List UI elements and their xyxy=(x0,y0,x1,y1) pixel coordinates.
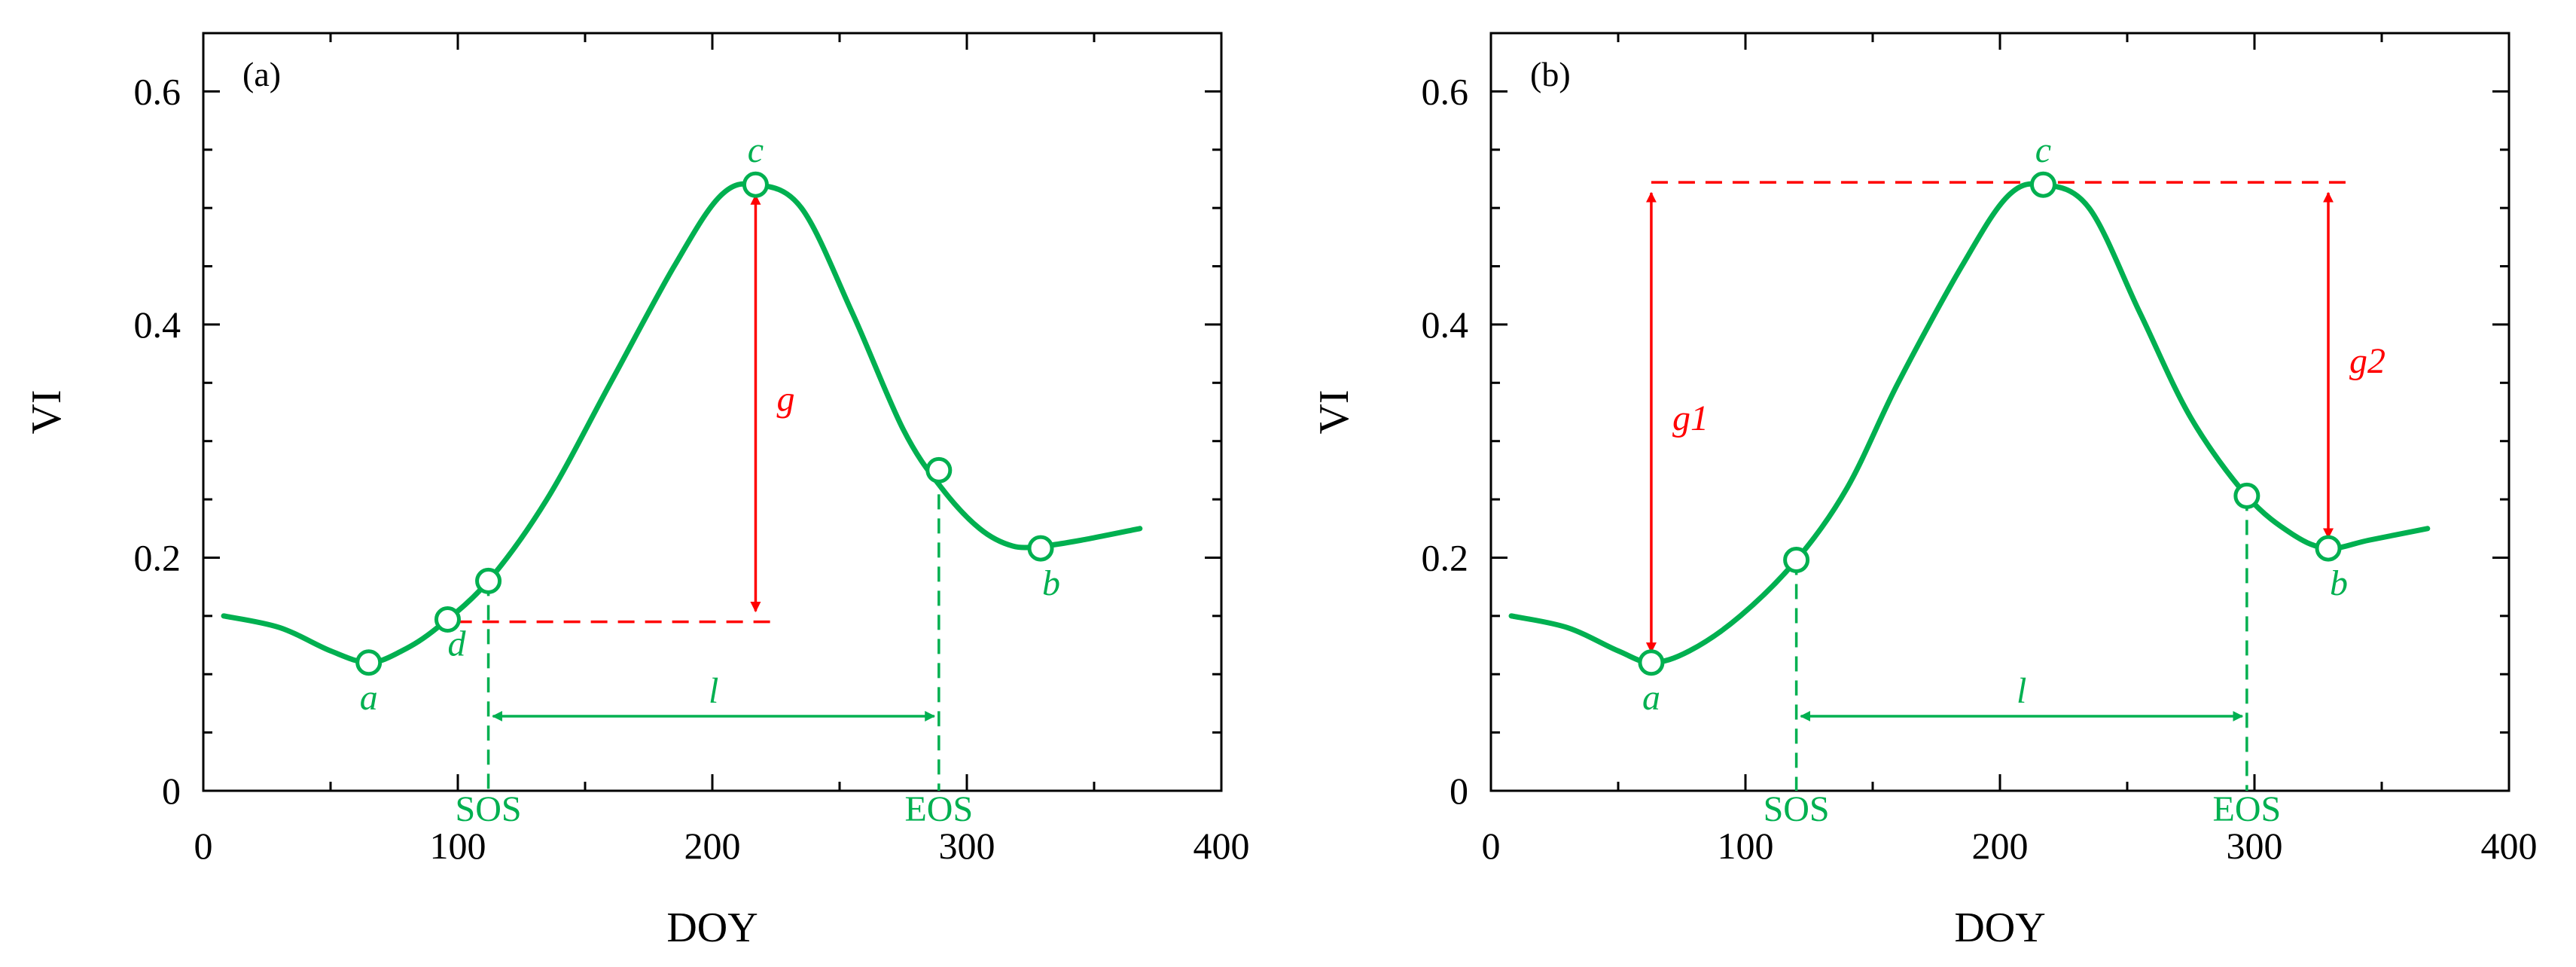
amplitude-label: g xyxy=(776,379,794,419)
y-tick-label: 0.2 xyxy=(134,536,181,578)
y-tick-label: 0.6 xyxy=(134,70,181,112)
point-sos-marker xyxy=(475,567,502,594)
amplitude-label: g1 xyxy=(1672,398,1709,438)
point-c-label: c xyxy=(2035,130,2051,170)
point-d-marker xyxy=(434,606,461,633)
y-tick-label: 0 xyxy=(1450,770,1468,812)
point-b-label: b xyxy=(1042,563,1060,603)
x-tick-label: 100 xyxy=(1718,825,1774,867)
point-b-marker xyxy=(1027,535,1054,562)
panel-a: 0 100 200 300 400 0 0.2 0.4 0.6 DOY VI (a) SOS EOS l g a… xyxy=(23,32,1250,951)
point-d-label: d xyxy=(447,624,466,663)
point-a-marker xyxy=(1638,649,1665,676)
point-eos-marker xyxy=(2233,482,2260,509)
point-a-label: a xyxy=(360,678,378,718)
point-c-label: c xyxy=(748,130,764,170)
point-a-label: a xyxy=(1642,678,1660,718)
x-axis-title: DOY xyxy=(666,904,758,951)
x-tick-label: 0 xyxy=(1482,825,1501,867)
y-axis-title: VI xyxy=(23,389,70,434)
eos-label: EOS xyxy=(2213,789,2282,829)
vi-curve xyxy=(221,181,1143,666)
point-c-marker xyxy=(2029,171,2056,198)
x-tick-label: 200 xyxy=(684,825,741,867)
panel-label: (b) xyxy=(1530,55,1571,93)
point-b-label: b xyxy=(2330,563,2348,603)
sos-label: SOS xyxy=(1764,789,1830,829)
sos-label: SOS xyxy=(456,789,522,829)
season-length-label: l xyxy=(2017,671,2026,711)
x-tick-label: 400 xyxy=(2481,825,2538,867)
y-tick-label: 0.4 xyxy=(134,304,181,346)
panel-b: 0 100 200 300 400 0 0.2 0.4 0.6 DOY VI (b) SOS EOS l g1… xyxy=(1311,32,2538,951)
eos-label: EOS xyxy=(904,789,973,829)
y-tick-label: 0.2 xyxy=(1422,536,1469,578)
x-tick-label: 300 xyxy=(2227,825,2283,867)
point-sos-marker xyxy=(1783,547,1810,574)
x-axis-title: DOY xyxy=(1954,904,2045,951)
x-tick-label: 200 xyxy=(1972,825,2029,867)
panel-label: (a) xyxy=(242,55,281,93)
season-length-label: l xyxy=(709,671,718,711)
y-tick-label: 0 xyxy=(162,770,181,812)
vi-curve xyxy=(1508,181,2431,666)
point-b-marker xyxy=(2315,535,2342,562)
y-tick-label: 0.6 xyxy=(1422,70,1469,112)
point-a-marker xyxy=(355,649,383,676)
point-c-marker xyxy=(742,171,769,198)
y-axis-title: VI xyxy=(1311,389,1358,434)
x-tick-label: 0 xyxy=(194,825,213,867)
x-tick-label: 300 xyxy=(939,825,995,867)
y-tick-label: 0.4 xyxy=(1422,304,1469,346)
amplitude-label: g2 xyxy=(2349,341,2385,381)
point-eos-marker xyxy=(925,456,953,484)
x-tick-label: 100 xyxy=(430,825,486,867)
x-tick-label: 400 xyxy=(1193,825,1250,867)
